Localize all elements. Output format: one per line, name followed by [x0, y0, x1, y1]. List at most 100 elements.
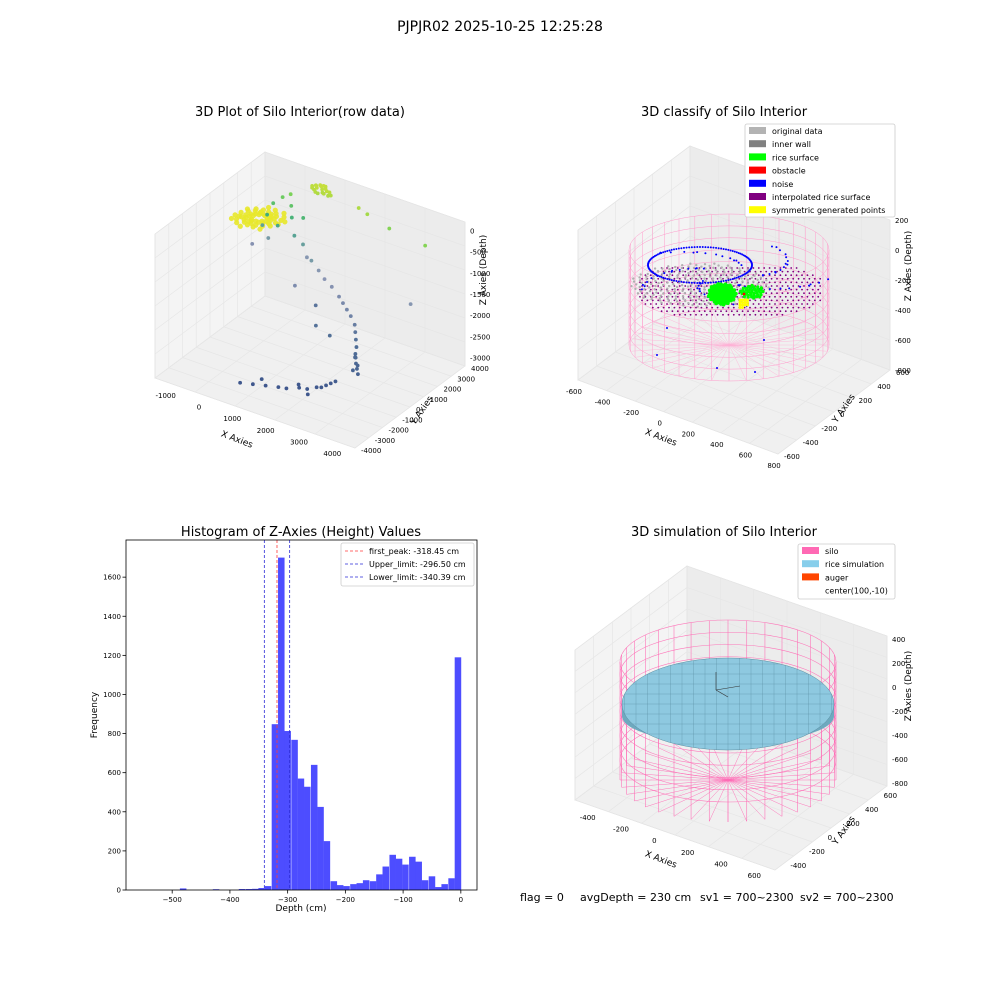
simulation-silo-floor-spoke: [658, 747, 729, 781]
classify-interpolated-point: [657, 285, 660, 287]
raw-data-point: [275, 223, 280, 228]
classify-interpolated-point: [792, 306, 795, 309]
raw-data-y-tick-label: 1000: [430, 396, 448, 404]
classify-interpolated-point: [709, 267, 712, 269]
classify-noise-point: [701, 279, 704, 282]
classify-rice-point: [750, 283, 754, 287]
classify-noise-point: [687, 267, 690, 270]
classify-interpolated-point: [736, 267, 739, 269]
classify-noise-point: [709, 281, 712, 284]
histogram-y-tick-label: 1000: [103, 691, 121, 699]
classify-original-point: [761, 280, 764, 284]
classify-z-tick-label: -600: [895, 337, 911, 345]
histogram-bar: [448, 878, 455, 890]
classify-noise-point: [695, 267, 698, 270]
classify-interpolated-point: [806, 288, 809, 291]
sv2-text: sv2 = 700~2300: [800, 891, 894, 904]
classify-interpolated-point: [797, 306, 800, 309]
classify-noise-point: [827, 278, 830, 281]
classify-original-point: [688, 293, 691, 297]
classify-original-point: [683, 276, 687, 279]
classify-interpolated-point: [700, 292, 703, 295]
classify-interpolated-point: [811, 303, 814, 305]
classify-interpolated-point: [695, 277, 697, 280]
classify-silo-floor-spoke: [652, 344, 730, 369]
classify-original-point: [639, 290, 642, 293]
raw-data-point: [313, 323, 318, 328]
classify-interpolated-point: [765, 306, 768, 309]
classify-interpolated-point: [657, 277, 660, 280]
histogram-bar: [343, 886, 350, 890]
classify-original-point: [703, 277, 706, 280]
simulation-silo-floor-spoke: [626, 779, 729, 795]
classify-original-point: [727, 281, 730, 284]
classify-noise-point: [673, 248, 675, 251]
classify-interpolated-point: [792, 292, 795, 295]
histogram-y-tick-label: 1200: [103, 652, 121, 660]
classify-noise-point: [739, 252, 742, 255]
classify-interpolated-point: [651, 306, 654, 309]
classify-original-point: [746, 278, 750, 282]
raw-data-x-tick-label: 1000: [223, 415, 241, 423]
raw-data-grid-z-back: [264, 151, 466, 223]
classify-original-point: [684, 274, 688, 277]
classify-interpolated-point: [700, 299, 703, 302]
raw-data-grid-y-floor: [223, 326, 424, 398]
classify-interpolated-point: [703, 310, 706, 313]
classify-interpolated-point: [730, 310, 733, 313]
raw-data-point: [250, 242, 255, 246]
classify-noise-point: [669, 251, 672, 254]
classify-interpolated-point: [808, 277, 811, 280]
classify-interpolated-point: [770, 292, 773, 295]
classify-symmetric-point: [738, 306, 742, 309]
classify-noise-point: [732, 303, 735, 306]
classify-interpolated-point: [781, 270, 784, 273]
classify-interpolated-point: [687, 274, 690, 277]
raw-data-point: [310, 183, 315, 188]
classify-interpolated-point: [768, 310, 771, 313]
classify-silo-floor-spoke: [678, 344, 730, 377]
classify-interpolated-point: [649, 274, 652, 277]
simulation-silo-floor-spoke: [673, 779, 729, 817]
classify-symmetric-point: [741, 306, 744, 309]
classify-original-point: [645, 278, 648, 281]
raw-data-point: [348, 314, 353, 319]
histogram-bar: [402, 864, 409, 890]
classify-rice-point: [728, 283, 732, 288]
classify-interpolated-point: [790, 281, 793, 284]
raw-data-y-tick-label: 2000: [444, 386, 462, 394]
classify-interpolated-point: [678, 292, 681, 295]
classify-original-point: [712, 266, 715, 270]
classify-silo-floor-spoke: [652, 321, 730, 346]
classify-interpolated-point: [732, 306, 735, 309]
raw-data-point: [266, 215, 273, 221]
simulation-z-tick-label: -600: [892, 756, 908, 764]
raw-data-point: [265, 212, 270, 217]
classify-original-point: [667, 299, 670, 303]
classify-silo-floor-spoke: [728, 311, 764, 346]
classify-interpolated-point: [671, 295, 674, 298]
classify-interpolated-point: [668, 270, 670, 273]
classify-interpolated-point: [727, 270, 730, 273]
raw-data-point: [355, 366, 359, 371]
classify-rice-point: [719, 282, 723, 287]
classify-interpolated-point: [763, 295, 766, 298]
classify-original-point: [635, 283, 638, 286]
classify-original-point: [690, 290, 693, 293]
classify-original-point: [662, 279, 665, 282]
raw-data-grid-y-floor: [237, 316, 438, 387]
raw-data-3d-panel: -1000 0 1000 2000 3000 4000 -4000 -3000 -2000 -10…: [154, 105, 490, 458]
classify-original-point: [707, 269, 710, 273]
classify-original-point: [708, 264, 711, 268]
simulation-x-tick-label: -200: [613, 826, 629, 834]
classify-original-point: [638, 276, 641, 279]
histogram-bar: [264, 886, 272, 890]
classify-interpolated-point: [801, 295, 803, 298]
classify-interpolated-point: [709, 310, 712, 313]
classify-rice-point: [734, 291, 738, 296]
classify-interpolated-point: [813, 285, 816, 287]
raw-data-point: [263, 383, 268, 388]
histogram-bar: [389, 854, 396, 890]
histogram-bar: [356, 883, 364, 890]
simulation-silo-floor-spoke: [673, 743, 729, 781]
